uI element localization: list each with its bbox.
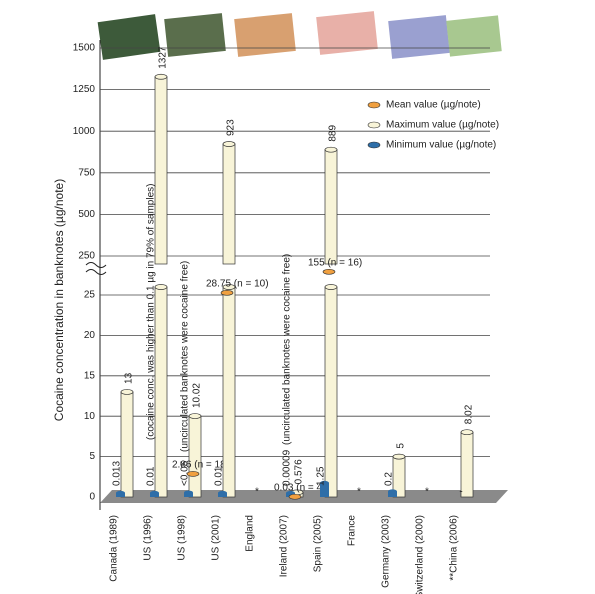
x-tick-label: Switzerland (2000) (415, 515, 426, 594)
y-tick-label: 0 (89, 492, 95, 503)
y2-tick-label: 500 (78, 209, 95, 220)
cylinder (324, 149, 338, 265)
y-tick-label: 20 (84, 330, 96, 341)
min-cap (116, 490, 125, 495)
legend-swatch (367, 121, 381, 129)
mean-disc (288, 493, 302, 500)
cylinder-cap (154, 73, 168, 80)
max-label: 10.02 (192, 383, 203, 408)
max-label: 13 (124, 372, 135, 384)
cylinder-cap (154, 284, 168, 290)
min-cap (388, 489, 397, 494)
cylinder-cap (222, 284, 236, 290)
mean-label: 155 (n = 16) (308, 257, 362, 268)
legend-label: Minimum value (µg/note) (386, 140, 496, 151)
cylinder-cap (324, 146, 338, 153)
max-label: 8.02 (464, 404, 475, 424)
mean-disc (322, 269, 336, 275)
legend-label: Mean value (µg/note) (386, 100, 481, 111)
min-cap (184, 490, 193, 495)
min-label: 0.2 (384, 472, 395, 486)
min-cylinder (320, 482, 329, 497)
cylinder-lower (154, 286, 168, 498)
max-label: 923 (226, 119, 237, 136)
min-cylinder (116, 492, 125, 497)
y2-tick-label: 250 (78, 251, 95, 262)
cylinder (154, 76, 168, 265)
min-cap (320, 480, 329, 485)
min-label: <0.05 (180, 460, 191, 486)
cylinder-cap (324, 284, 338, 290)
annotation: (uncirculated banknotes were cocaine fre… (180, 261, 191, 452)
y2-tick-label: 1000 (73, 126, 96, 137)
mean-label: 0.03 (n = 48) (274, 482, 331, 493)
cylinder-lower (324, 286, 338, 498)
x-tick-label: England (245, 515, 256, 552)
cylinder-cap (460, 429, 474, 436)
min-label: 0.01 (214, 466, 225, 486)
min-label: * (425, 487, 429, 498)
cylinder-cap (222, 141, 236, 147)
min-cylinder (150, 492, 159, 497)
mean-label: 2.86 (n = 18) (172, 460, 229, 471)
min-label: 0.013 (112, 461, 123, 486)
min-label: - (459, 487, 462, 498)
cylinder (120, 391, 134, 498)
annotation: (cocaine conc. was higher than 0.1 µg in… (146, 184, 157, 440)
x-tick-label: Ireland (2007) (279, 515, 290, 577)
axis-break (85, 262, 107, 275)
y-tick-label: 15 (84, 370, 96, 381)
cylinder-cap (120, 389, 134, 395)
x-tick-label: France (347, 515, 358, 547)
cylinder-lower (222, 286, 236, 498)
x-tick-label: Germany (2003) (381, 515, 392, 588)
mean-label: 28.75 (n = 10) (206, 278, 269, 289)
max-label: 5 (396, 443, 407, 449)
min-cap (218, 490, 227, 495)
banknotes (97, 11, 502, 60)
y-tick-label: 10 (84, 411, 96, 422)
min-cap (286, 490, 295, 495)
legend-swatch (367, 101, 381, 109)
annotation: (uncirculated banknotes were cocaine fre… (282, 254, 293, 445)
max-label: 889 (328, 125, 339, 142)
min-label: 1.25 (316, 466, 327, 486)
legend-swatch (367, 141, 381, 149)
max-label: 1327 (158, 46, 169, 69)
cylinder (188, 415, 202, 498)
legend-label: Maximum value (µg/note) (386, 120, 499, 131)
cylinder (460, 431, 474, 498)
min-label: * (255, 487, 259, 498)
cylinder-cap (188, 413, 202, 419)
y2-tick-label: 1500 (73, 43, 96, 54)
y2-tick-label: 750 (78, 167, 95, 178)
min-label: 0.01 (146, 466, 157, 486)
min-cylinder (218, 492, 227, 497)
y-axis-title: Cocaine concentration in banknotes (µg/n… (52, 179, 66, 421)
y-tick-label: 5 (89, 451, 95, 462)
floor (100, 490, 508, 503)
cylinder-cap (392, 453, 406, 460)
min-cap (150, 490, 159, 495)
x-tick-label: Canada (1989) (109, 515, 120, 582)
y2-tick-label: 1250 (73, 84, 96, 95)
mean-disc (220, 290, 234, 296)
y-tick-label: 25 (84, 290, 96, 301)
mean-disc (186, 471, 200, 477)
x-tick-label: US (1998) (177, 515, 188, 561)
x-tick-label: US (1996) (143, 515, 154, 561)
x-tick-label: **China (2006) (449, 515, 460, 581)
cylinder (222, 143, 236, 265)
min-cylinder (184, 492, 193, 497)
x-tick-label: US (2001) (211, 515, 222, 561)
min-label: * (357, 487, 361, 498)
min-cylinder (388, 491, 397, 497)
max-label: 0.576 (294, 459, 305, 484)
min-label: 0.00009 (282, 449, 293, 486)
x-tick-label: Spain (2005) (313, 515, 324, 572)
